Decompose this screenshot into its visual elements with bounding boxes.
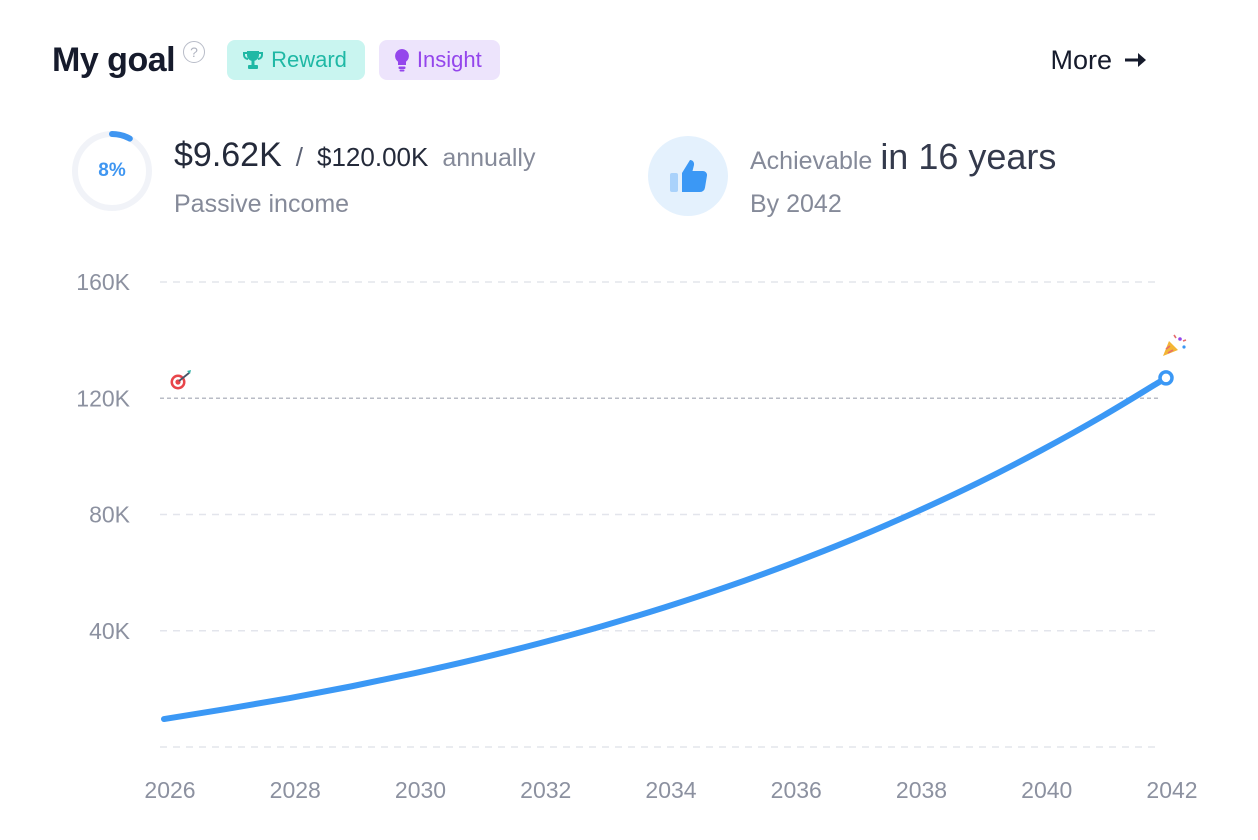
insight-button[interactable]: Insight [378,40,500,80]
y-tick-label: 80K [89,502,131,528]
target-income: $120.00K [317,142,429,172]
header: My goal ? Reward Insight [52,36,500,84]
progress-ring: 8% [70,129,154,213]
achievable-label: Achievable [750,147,873,175]
thumbs-up-icon [670,160,708,193]
x-tick-label: 2026 [144,777,195,803]
x-tick-label: 2034 [645,777,696,803]
income-separator: / [295,142,303,172]
reward-button[interactable]: Reward [227,40,365,80]
x-tick-label: 2042 [1146,777,1197,803]
x-tick-label: 2036 [771,777,822,803]
current-income: $9.62K [174,136,282,174]
achievable-badge [648,136,728,216]
x-tick-label: 2032 [520,777,571,803]
page-title: My goal [52,40,176,79]
party-popper-icon [1163,334,1187,356]
x-tick-label: 2038 [896,777,947,803]
y-tick-label: 40K [89,618,131,644]
income-summary: $9.62K / $120.00K annually [174,136,535,175]
question-circle-icon[interactable]: ? [183,41,206,63]
income-label: Passive income [174,190,350,218]
more-link[interactable]: More [1050,40,1148,80]
x-tick-label: 2028 [270,777,321,803]
achievable-years: in 16 years [880,136,1057,177]
target-dart-icon [170,370,191,390]
achievable-summary: Achievable in 16 years [750,136,1056,178]
trophy-icon [243,51,264,69]
lightbulb-icon [394,49,409,72]
progress-percent: 8% [98,160,126,181]
achievable-by-year: By 2042 [750,190,842,218]
reward-label: Reward [271,47,347,72]
arrow-right-icon [1125,53,1146,67]
income-period: annually [442,144,536,172]
insight-label: Insight [416,47,482,72]
more-label: More [1050,44,1112,75]
x-tick-label: 2040 [1021,777,1072,803]
series-line [161,374,1169,723]
end-point[interactable] [1158,370,1174,386]
y-tick-label: 120K [76,385,130,411]
x-tick-label: 2030 [395,777,446,803]
y-tick-label: 160K [76,269,130,295]
